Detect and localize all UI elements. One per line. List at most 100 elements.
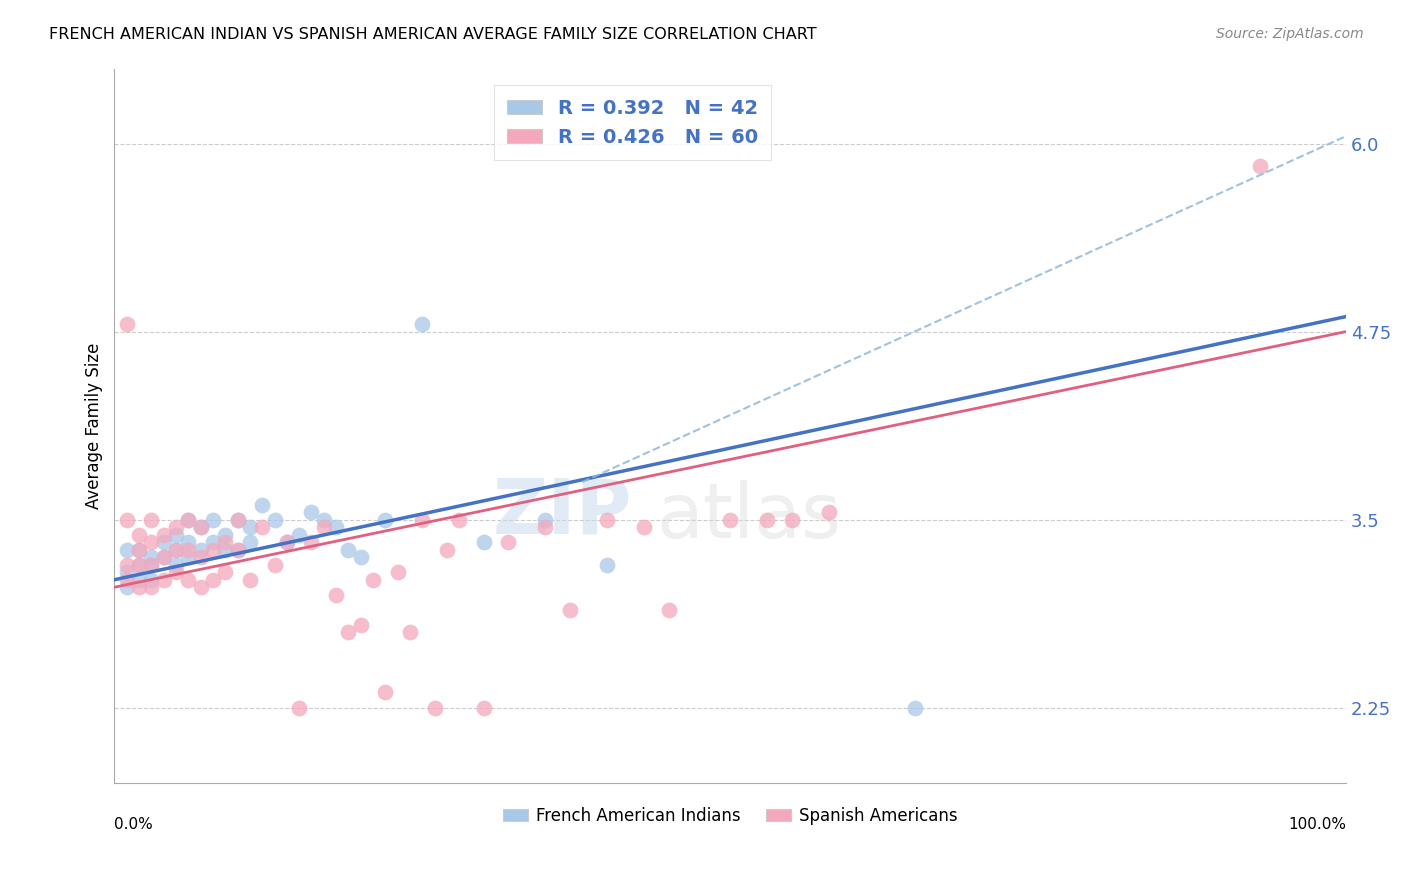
Point (312, 520, 335, 534)
Point (177, 542, 200, 557)
Point (141, 512, 163, 526)
Point (558, 603, 581, 617)
Point (214, 535, 236, 549)
Point (350, 550, 373, 565)
Point (263, 558, 285, 572)
Point (177, 550, 200, 565)
Point (325, 588, 347, 602)
Point (276, 535, 298, 549)
Point (312, 512, 335, 526)
Point (301, 535, 323, 549)
Point (190, 520, 212, 534)
Point (250, 520, 273, 534)
Point (226, 512, 249, 526)
Point (472, 700, 495, 714)
Point (115, 573, 138, 587)
Point (374, 512, 396, 526)
Point (534, 520, 557, 534)
Point (756, 512, 779, 526)
Point (165, 542, 187, 557)
Text: FRENCH AMERICAN INDIAN VS SPANISH AMERICAN AVERAGE FAMILY SIZE CORRELATION CHART: FRENCH AMERICAN INDIAN VS SPANISH AMERIC… (49, 27, 817, 42)
Point (817, 505, 839, 519)
Point (288, 700, 311, 714)
Point (337, 625, 360, 640)
Point (201, 542, 224, 557)
Point (411, 512, 433, 526)
Legend: French American Indians, Spanish Americans: French American Indians, Spanish America… (496, 800, 965, 831)
Point (128, 558, 150, 572)
Point (411, 317, 433, 331)
Point (128, 580, 150, 594)
Point (165, 542, 187, 557)
Point (361, 573, 384, 587)
Text: atlas: atlas (657, 480, 841, 554)
Point (141, 550, 163, 565)
Point (115, 512, 138, 526)
Text: 100.0%: 100.0% (1288, 817, 1346, 832)
Point (128, 558, 150, 572)
Point (128, 573, 150, 587)
Point (190, 580, 212, 594)
Point (165, 558, 187, 572)
Point (165, 527, 187, 541)
Point (449, 512, 471, 526)
Point (141, 558, 163, 572)
Point (201, 573, 224, 587)
Point (141, 580, 163, 594)
Point (718, 512, 741, 526)
Point (177, 512, 200, 526)
Point (201, 535, 224, 549)
Point (1249, 159, 1271, 173)
Point (633, 520, 655, 534)
Point (436, 542, 458, 557)
Point (239, 573, 262, 587)
Point (263, 512, 285, 526)
Point (226, 542, 249, 557)
Point (128, 542, 150, 557)
Point (141, 573, 163, 587)
Point (472, 535, 495, 549)
Point (141, 535, 163, 549)
Point (177, 535, 200, 549)
Point (399, 625, 422, 640)
Point (165, 520, 187, 534)
Point (115, 565, 138, 579)
Text: 0.0%: 0.0% (114, 817, 153, 832)
Point (596, 558, 619, 572)
Point (325, 520, 347, 534)
Point (190, 550, 212, 565)
Point (128, 542, 150, 557)
Point (534, 512, 557, 526)
Point (152, 535, 174, 549)
Point (165, 565, 187, 579)
Point (152, 550, 174, 565)
Point (190, 520, 212, 534)
Point (226, 542, 249, 557)
Point (904, 700, 927, 714)
Point (239, 535, 262, 549)
Point (152, 550, 174, 565)
Point (226, 512, 249, 526)
Point (239, 520, 262, 534)
Point (115, 542, 138, 557)
Text: ZIP: ZIP (492, 475, 631, 549)
Point (177, 573, 200, 587)
Point (115, 580, 138, 594)
Point (374, 685, 396, 699)
Point (214, 527, 236, 541)
Point (214, 542, 236, 557)
Point (350, 617, 373, 632)
Point (423, 700, 446, 714)
Point (337, 542, 360, 557)
Point (658, 603, 681, 617)
Point (115, 317, 138, 331)
Point (115, 558, 138, 572)
Point (152, 573, 174, 587)
Point (596, 512, 619, 526)
Text: Source: ZipAtlas.com: Source: ZipAtlas.com (1216, 27, 1364, 41)
Point (780, 512, 803, 526)
Point (301, 505, 323, 519)
Y-axis label: Average Family Size: Average Family Size (86, 343, 103, 508)
Point (128, 527, 150, 541)
Point (498, 535, 520, 549)
